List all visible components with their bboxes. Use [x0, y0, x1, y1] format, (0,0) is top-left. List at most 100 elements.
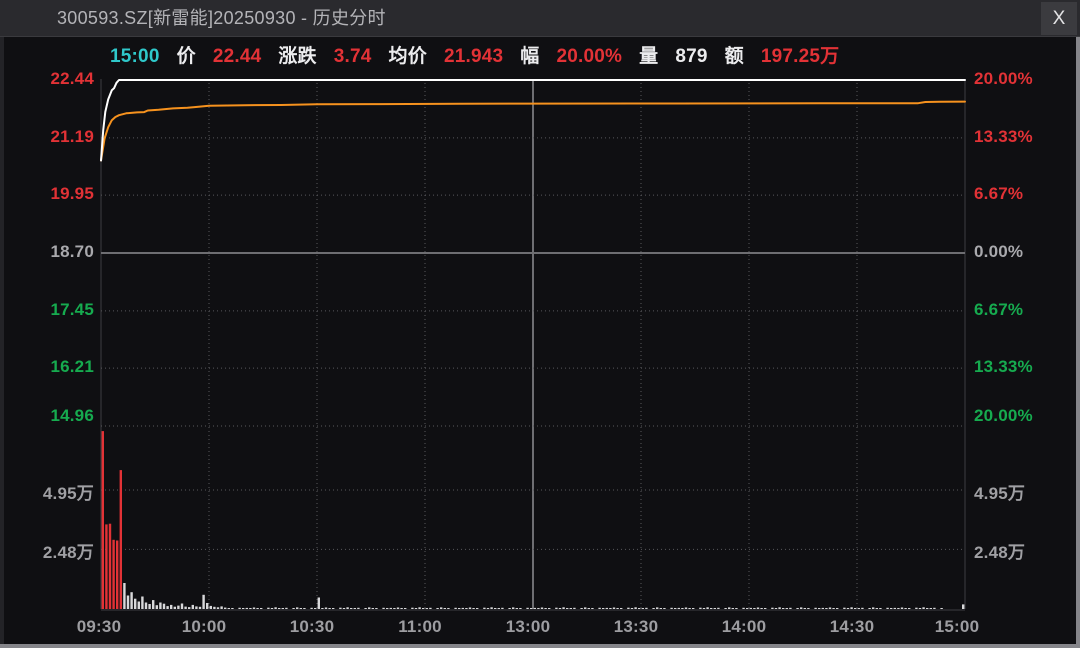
volume-bar	[209, 605, 212, 609]
volume-bar	[807, 608, 810, 609]
info-segment-7: 幅	[520, 46, 540, 67]
volume-bar	[137, 601, 140, 609]
volume-bar	[108, 523, 112, 609]
volume-bar	[332, 608, 335, 609]
info-segment-2: 22.44	[212, 46, 262, 67]
volume-bar	[526, 607, 529, 609]
volume-bar	[414, 608, 418, 609]
volume-bar	[224, 607, 227, 609]
volume-bar	[962, 604, 965, 609]
info-segment-0: 15:00	[110, 46, 160, 67]
volume-bar	[933, 607, 936, 609]
volume-bar	[267, 607, 270, 609]
volume-bar	[303, 608, 306, 609]
price-axis-label: 18.70	[50, 242, 94, 261]
volume-bar	[465, 608, 468, 609]
volume-bar	[764, 608, 767, 609]
info-segment-4: 3.74	[333, 46, 372, 67]
volume-bar	[566, 608, 569, 609]
volume-bar	[634, 607, 637, 609]
volume-bar	[778, 607, 781, 609]
volume-bar	[476, 608, 479, 609]
volume-bar	[630, 608, 634, 609]
info-segment-12: 197.25万	[760, 46, 840, 67]
volume-bar	[126, 595, 130, 609]
volume-bar	[317, 597, 320, 609]
volume-bar	[382, 607, 385, 609]
price-axis-label: 14.96	[50, 406, 94, 425]
volume-bar	[706, 607, 709, 609]
window-title: 300593.SZ[新雷能]20250930 - 历史分时	[57, 8, 386, 28]
volume-bar	[803, 608, 806, 609]
volume-bar	[213, 606, 216, 609]
pct-axis-label: 0.00%	[974, 242, 1024, 261]
volume-bar	[134, 598, 137, 609]
window-bottom-edge	[0, 644, 1080, 648]
volume-bar	[879, 608, 882, 609]
price-line	[100, 79, 966, 162]
volume-bar	[868, 608, 871, 609]
window-right-edge	[1076, 37, 1080, 648]
close-button[interactable]: X	[1041, 2, 1077, 35]
volume-bar	[558, 608, 562, 609]
volume-bar	[656, 607, 659, 609]
volume-bar	[796, 608, 799, 609]
volume-bar	[638, 608, 641, 609]
volume-bar	[915, 607, 918, 609]
pct-axis-label: 13.33%	[974, 357, 1033, 377]
volume-bar	[216, 607, 220, 609]
volume-bar	[846, 608, 850, 609]
volume-bar	[123, 583, 126, 609]
volume-bar	[116, 540, 119, 609]
time-axis-label: 09:30	[76, 617, 122, 636]
volume-bar	[411, 607, 414, 609]
volume-bar	[231, 608, 234, 609]
volume-bar	[393, 608, 396, 609]
volume-bar	[699, 607, 702, 609]
volume-bar	[486, 608, 490, 609]
volume-bar	[825, 608, 828, 609]
volume-bar	[375, 608, 378, 609]
info-segment-3: 涨跌	[278, 46, 317, 67]
volume-bar	[692, 608, 695, 609]
volume-bar	[857, 608, 860, 609]
volume-bar	[350, 608, 353, 609]
volume-bar	[728, 607, 731, 609]
volume-bar	[926, 608, 929, 609]
volume-bar	[821, 607, 824, 609]
volume-bar	[515, 608, 518, 609]
volume-bar	[242, 608, 245, 609]
volume-bar	[357, 607, 360, 609]
volume-bar	[627, 607, 630, 609]
volume-bar	[533, 607, 536, 609]
volume-bar	[245, 607, 248, 609]
price-axis-label: 21.19	[50, 126, 94, 146]
volume-bar	[836, 608, 839, 609]
volume-bar	[580, 608, 583, 609]
volume-bar	[425, 608, 428, 609]
volume-bar	[749, 607, 752, 609]
volume-bar	[404, 608, 407, 609]
volume-bar	[530, 608, 533, 609]
volume-bar	[400, 608, 403, 609]
volume-bar	[724, 608, 727, 609]
volume-bar	[429, 607, 432, 609]
volume-bar	[742, 607, 745, 609]
volume-bar	[112, 539, 115, 609]
volume-bar	[771, 607, 774, 609]
volume-bar	[620, 608, 623, 609]
volume-bar	[105, 524, 108, 609]
time-axis-label: 13:30	[613, 617, 659, 636]
volume-bar	[731, 608, 734, 609]
volume-bar	[101, 431, 104, 609]
volume-bar	[314, 608, 317, 609]
volume-bar	[159, 602, 162, 609]
volume-bar	[238, 607, 241, 609]
volume-bar	[609, 608, 612, 609]
volume-bar	[832, 608, 835, 609]
info-segment-5: 均价	[388, 46, 427, 67]
volume-bar	[148, 604, 151, 609]
volume-bar	[353, 608, 356, 609]
volume-bar	[198, 606, 202, 609]
volume-bar	[458, 608, 461, 609]
